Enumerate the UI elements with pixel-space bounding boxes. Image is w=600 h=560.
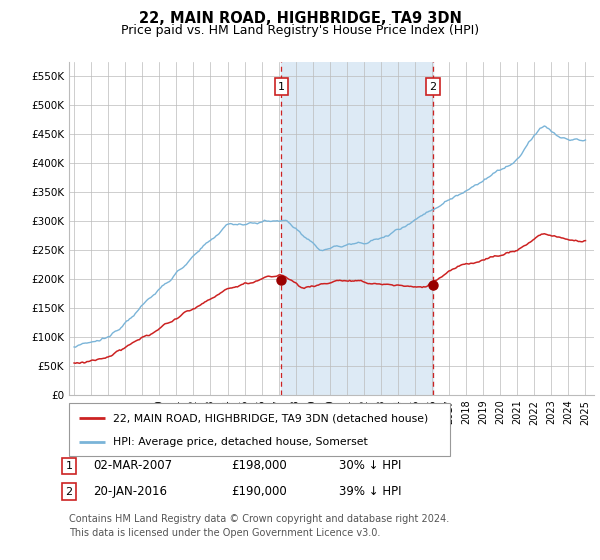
Text: HPI: Average price, detached house, Somerset: HPI: Average price, detached house, Some…: [113, 436, 368, 446]
Text: £190,000: £190,000: [231, 485, 287, 498]
Text: Price paid vs. HM Land Registry's House Price Index (HPI): Price paid vs. HM Land Registry's House …: [121, 24, 479, 36]
FancyBboxPatch shape: [69, 403, 450, 456]
Text: 2: 2: [430, 82, 436, 92]
Text: 1: 1: [65, 461, 73, 471]
Text: 02-MAR-2007: 02-MAR-2007: [93, 459, 172, 473]
Text: 39% ↓ HPI: 39% ↓ HPI: [339, 485, 401, 498]
Text: 1: 1: [278, 82, 285, 92]
Text: 22, MAIN ROAD, HIGHBRIDGE, TA9 3DN: 22, MAIN ROAD, HIGHBRIDGE, TA9 3DN: [139, 11, 461, 26]
Bar: [281, 62, 433, 395]
Text: 30% ↓ HPI: 30% ↓ HPI: [339, 459, 401, 473]
Text: Contains HM Land Registry data © Crown copyright and database right 2024.
This d: Contains HM Land Registry data © Crown c…: [69, 514, 449, 538]
Text: £198,000: £198,000: [231, 459, 287, 473]
Text: 2: 2: [65, 487, 73, 497]
Text: 22, MAIN ROAD, HIGHBRIDGE, TA9 3DN (detached house): 22, MAIN ROAD, HIGHBRIDGE, TA9 3DN (deta…: [113, 413, 428, 423]
Text: 20-JAN-2016: 20-JAN-2016: [93, 485, 167, 498]
